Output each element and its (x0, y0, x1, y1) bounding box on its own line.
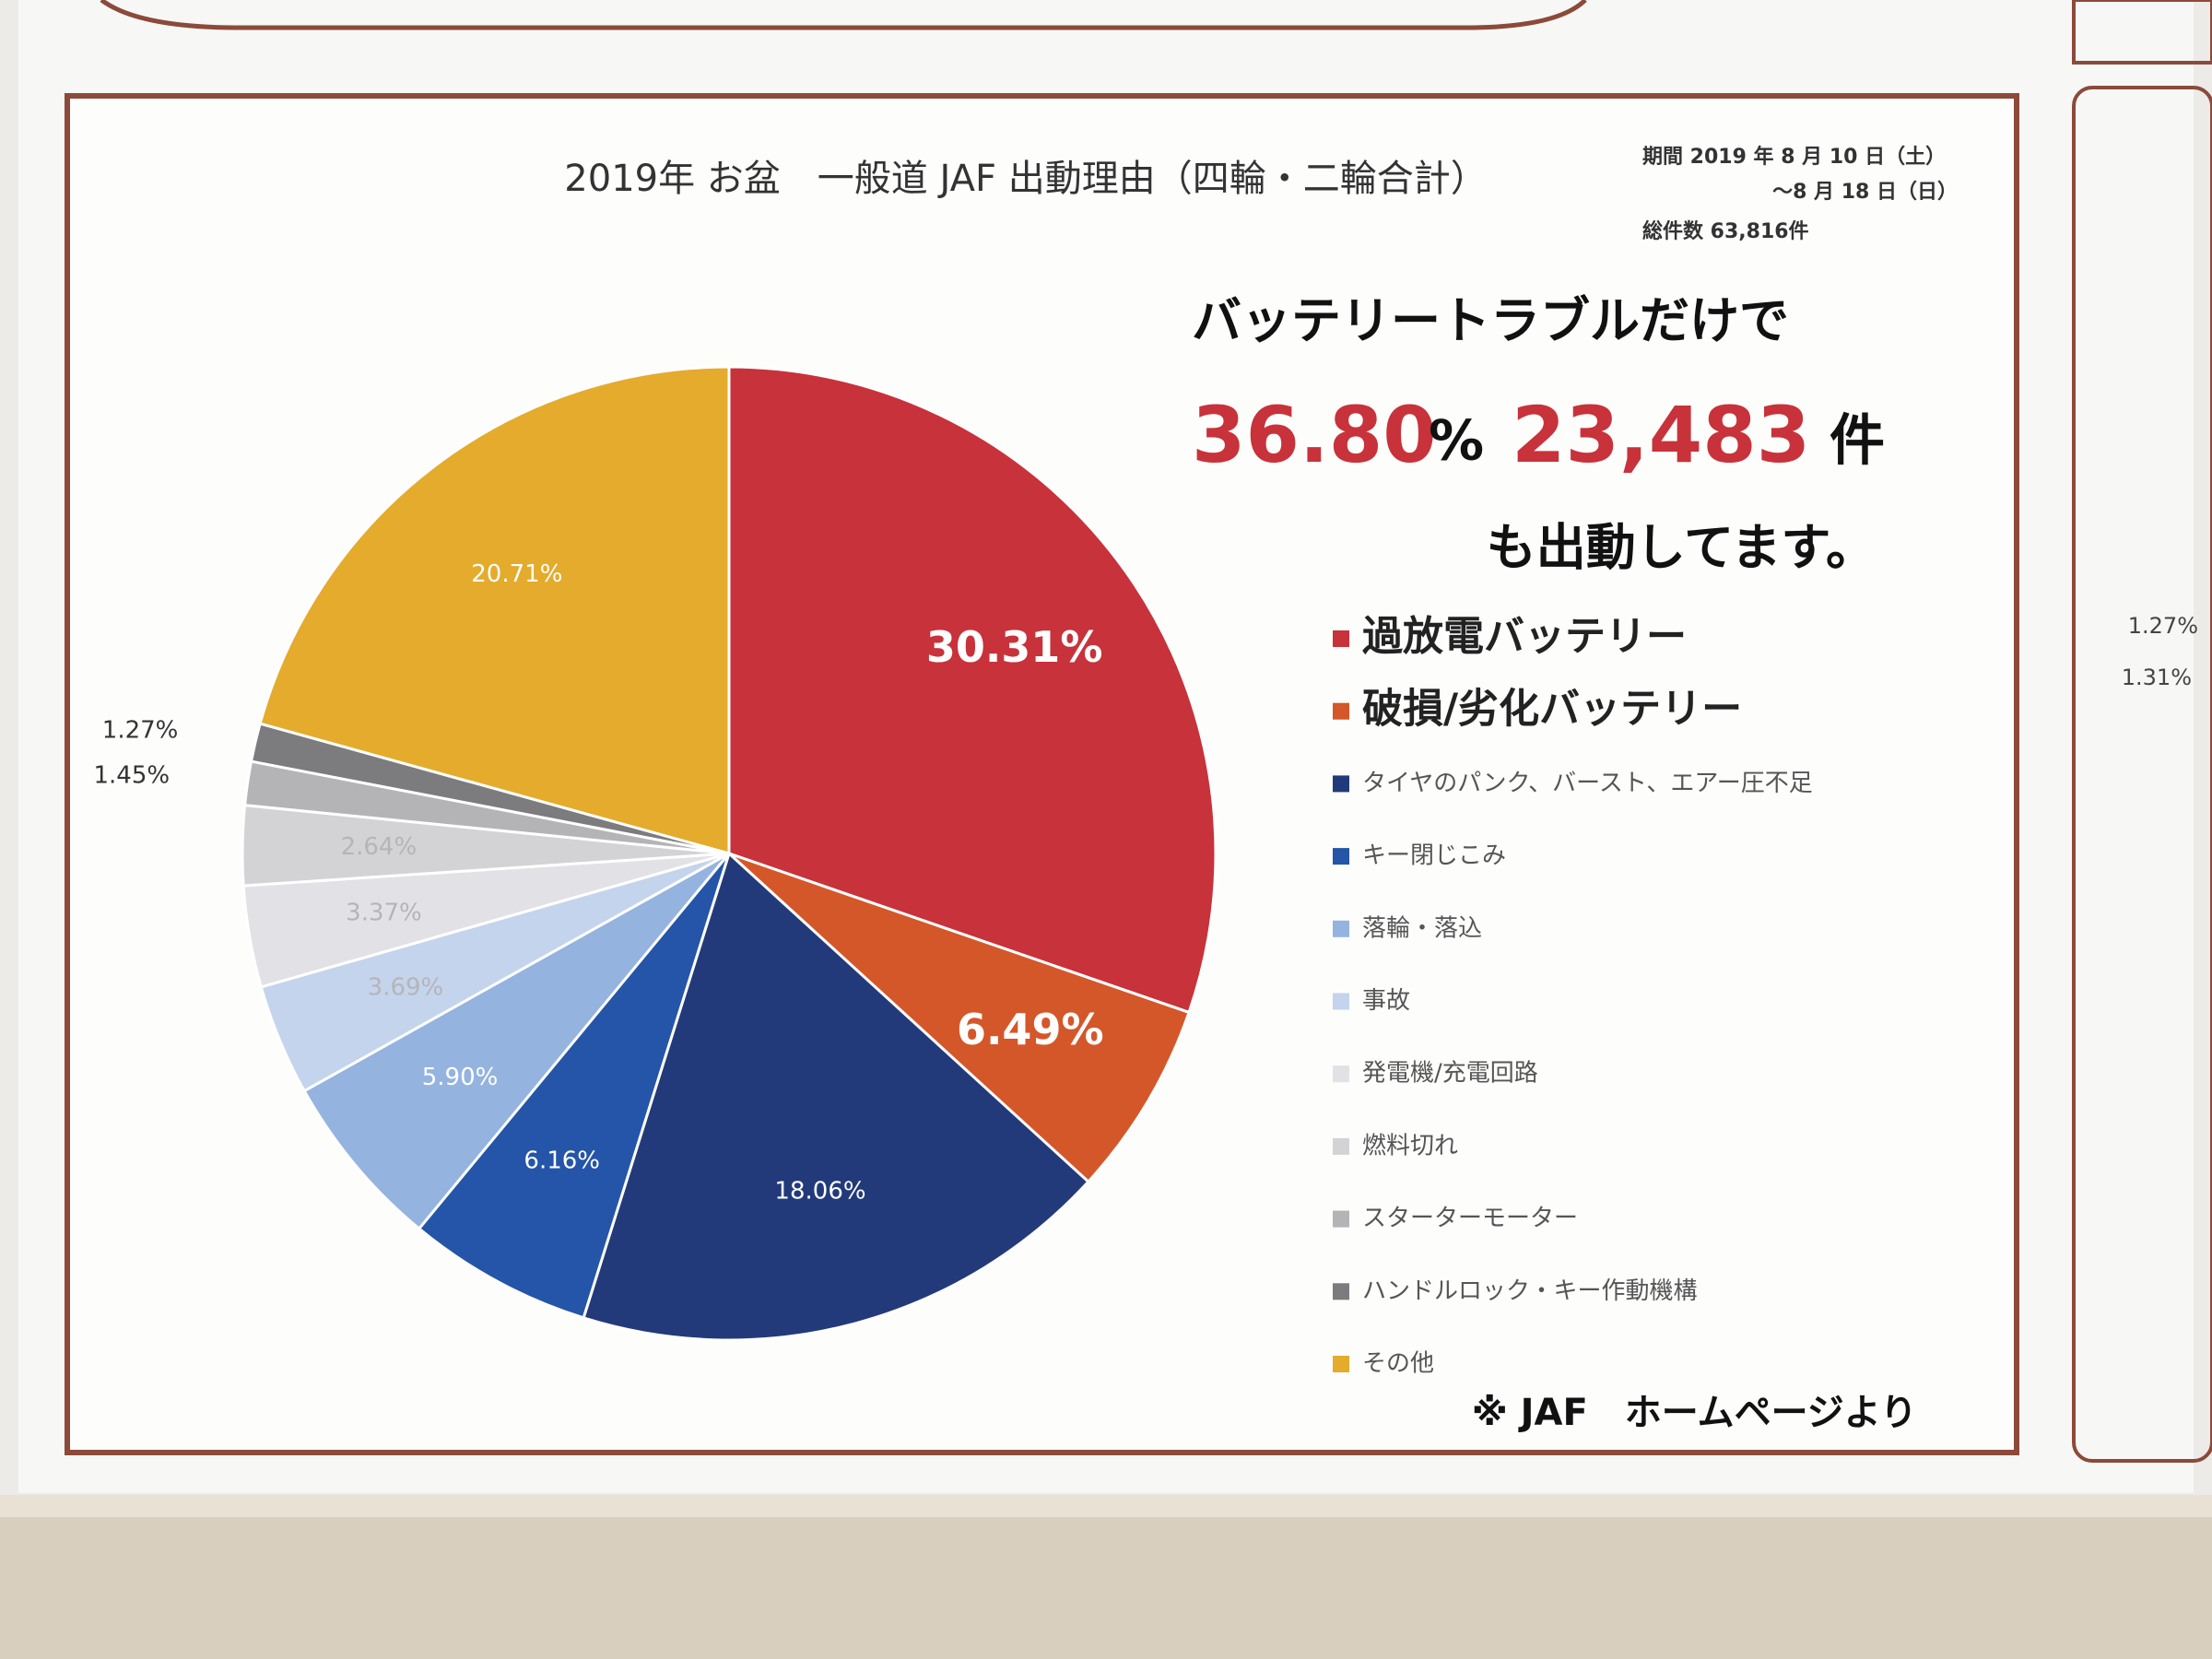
total: 総件数 63,816件 (1642, 219, 1809, 243)
chart-title: 2019年 お盆 一般道 JAF 出動理由（四輪・二輪合計） (564, 158, 1487, 200)
fragment: 1.27% (2128, 613, 2198, 639)
shelf-edge (0, 1495, 2212, 1517)
legend-swatch (1333, 848, 1349, 865)
side-frame (2072, 86, 2212, 1463)
pie-slice (258, 365, 731, 855)
slice-label: 18.06% (774, 1178, 865, 1206)
legend-swatch (1333, 1283, 1349, 1300)
headline: % (1429, 409, 1484, 474)
legend-swatch (1333, 775, 1349, 793)
slice-label: 20.71% (471, 560, 562, 588)
legend-swatch (1333, 630, 1349, 647)
period: ～8 月 18 日（日） (1772, 181, 1958, 204)
slice-label: 30.31% (926, 622, 1103, 672)
pie-slice (727, 852, 1191, 1184)
legend-label: 事故 (1362, 987, 1410, 1015)
shelf (0, 1495, 2212, 1659)
legend-label: 燃料切れ (1362, 1132, 1458, 1159)
legend-label: 破損/劣化バッテリー (1362, 686, 1742, 733)
legend-label: ハンドルロック・キー作動機構 (1362, 1277, 1697, 1305)
legend-swatch (1333, 993, 1349, 1010)
legend-label: タイヤのパンク、バースト、エアー圧不足 (1362, 770, 1813, 797)
legend-swatch (1333, 920, 1349, 937)
slice-label: 5.90% (422, 1064, 499, 1091)
upper-frame (100, 0, 1587, 30)
headline: 件 (1830, 409, 1885, 474)
slice-label: 6.49% (957, 1005, 1104, 1054)
headline-percent: 36.80 (1192, 390, 1437, 480)
headline: も出動してます。 (1487, 519, 1876, 577)
legend-swatch (1333, 1137, 1349, 1155)
slice-label: 1.27% (102, 716, 179, 744)
legend-label: 過放電バッテリー (1362, 613, 1687, 660)
legend-swatch (1333, 1065, 1349, 1083)
legend-label: スターターモーター (1362, 1205, 1578, 1232)
period: 期間 2019 年 8 月 10 日（土） (1642, 145, 1946, 169)
slice-label: 2.64% (341, 833, 418, 861)
source: ※ JAF ホームページより (1472, 1392, 1917, 1434)
pie-slice (582, 851, 1090, 1342)
slice-label: 1.45% (94, 761, 171, 789)
legend-swatch (1333, 1210, 1349, 1228)
legend-swatch (1333, 702, 1349, 720)
slice-label: 3.69% (368, 973, 444, 1001)
pie-slice (302, 852, 731, 1231)
legend-label: 発電機/充電回路 (1362, 1060, 1538, 1088)
headline: バッテリートラブルだけで (1192, 292, 1789, 350)
slice-label: 6.16% (524, 1147, 600, 1175)
legend-label: 落輪・落込 (1362, 914, 1482, 942)
slice-label: 3.37% (346, 900, 422, 927)
headline-count: 23,483 (1512, 390, 1810, 480)
fragment: 1.31% (2122, 665, 2192, 690)
side-frame (2072, 0, 2212, 65)
legend-swatch (1333, 1356, 1349, 1372)
legend-label: その他 (1362, 1350, 1434, 1378)
legend-label: キー閉じこみ (1362, 842, 1506, 870)
pie-slice (727, 365, 1218, 1015)
pie-slice (417, 853, 731, 1320)
